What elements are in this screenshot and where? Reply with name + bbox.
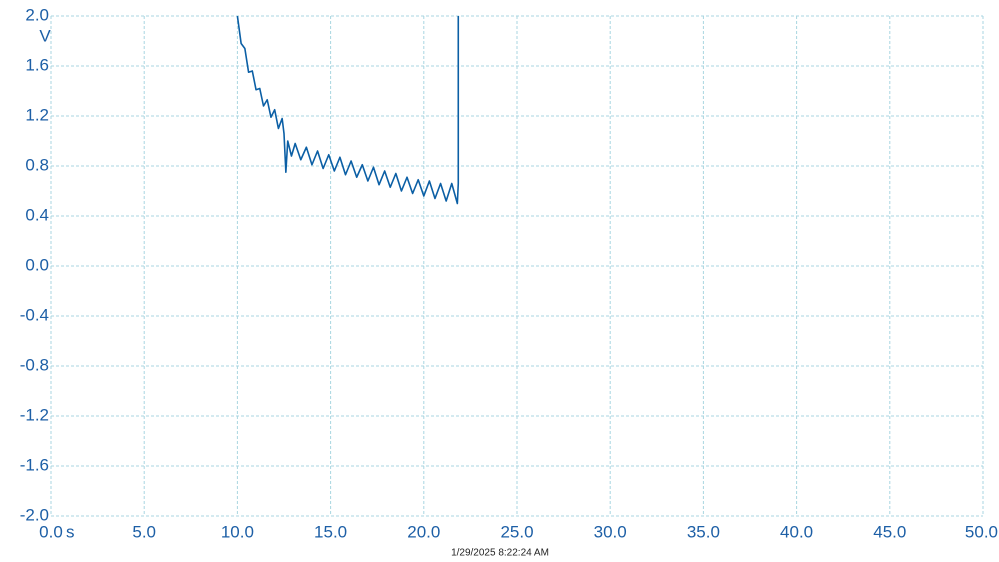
y-tick-label: 1.6 — [25, 55, 49, 74]
y-tick-label: 0.0 — [25, 255, 49, 274]
x-tick-label: 5.0 — [132, 522, 156, 541]
timestamp: 1/29/2025 8:22:24 AM — [451, 548, 549, 559]
x-tick-label: 25.0 — [500, 522, 533, 541]
y-tick-label: -1.6 — [20, 455, 49, 474]
x-tick-label: 15.0 — [314, 522, 347, 541]
y-tick-label: 2.0 — [25, 5, 49, 24]
x-tick-label: 0.0 — [39, 522, 63, 541]
x-tick-label: 35.0 — [687, 522, 720, 541]
x-unit: s — [66, 522, 75, 541]
y-tick-label: -0.8 — [20, 355, 49, 374]
x-tick-label: 45.0 — [873, 522, 906, 541]
y-tick-label: -1.2 — [20, 405, 49, 424]
y-tick-label: 0.8 — [25, 155, 49, 174]
y-tick-label: -2.0 — [20, 505, 49, 524]
signal-trace — [236, 15, 460, 205]
y-unit: V — [39, 26, 51, 45]
x-tick-label: 20.0 — [407, 522, 440, 541]
y-tick-label: 1.2 — [25, 105, 49, 124]
x-tick-label: 50.0 — [965, 522, 998, 541]
y-tick-label: 0.4 — [25, 205, 49, 224]
y-tick-label: -0.4 — [20, 305, 49, 324]
x-tick-label: 10.0 — [221, 522, 254, 541]
x-tick-label: 30.0 — [594, 522, 627, 541]
x-tick-label: 40.0 — [780, 522, 813, 541]
